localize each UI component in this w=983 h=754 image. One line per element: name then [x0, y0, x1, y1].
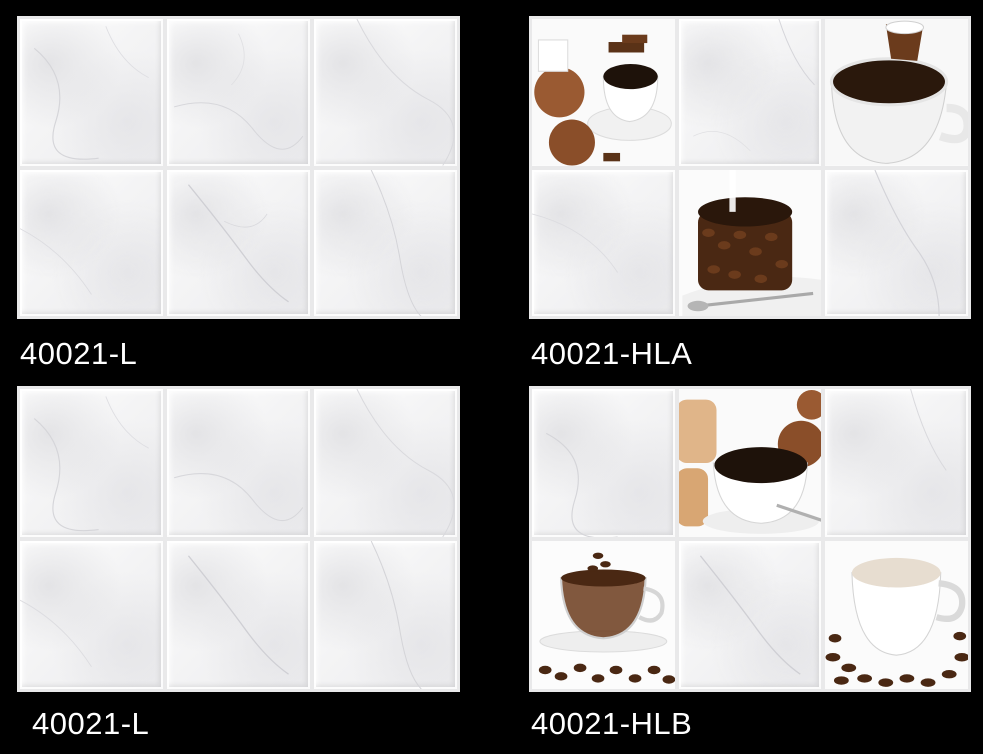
marble-tile [167, 19, 310, 166]
marble-tile [825, 169, 968, 316]
marble-tile [20, 389, 163, 537]
marble-tile [314, 19, 457, 166]
marble-tile [678, 541, 822, 689]
marble-tile [167, 169, 310, 316]
marble-tile [167, 389, 310, 537]
product-code-label: 40021-HLB [531, 706, 693, 741]
white-cup-beans-tile [825, 541, 968, 689]
marble-tile [532, 389, 675, 537]
white-cup-beans-icon [825, 541, 968, 689]
tile-panel-40021-l-top [17, 16, 460, 319]
marble-tile [20, 19, 163, 166]
glass-cup-beans-icon [532, 541, 675, 689]
product-code-label: 40021-HLA [531, 336, 693, 371]
marble-tile [167, 541, 310, 689]
marble-tile [314, 389, 457, 537]
tile-panel-40021-hla [529, 16, 971, 319]
tile-panel-40021-hlb [529, 386, 971, 692]
coffee-cup-spoon-tile [825, 19, 968, 166]
marble-tile [20, 169, 163, 316]
bean-cake-tile [678, 169, 822, 316]
marble-tile [314, 541, 457, 689]
bean-cake-icon [678, 169, 822, 316]
tile-panel-40021-l-bottom [17, 386, 460, 692]
marble-tile [825, 389, 968, 537]
bread-coffee-cup-tile [678, 389, 822, 537]
marble-tile [532, 169, 675, 316]
glass-cup-beans-tile [532, 541, 675, 689]
coffee-cup-spoon-icon [825, 19, 968, 166]
marble-tile [678, 19, 822, 166]
product-code-label: 40021-L [32, 706, 150, 741]
muffin-coffee-cup-tile [532, 19, 675, 166]
bread-coffee-cup-icon [678, 389, 822, 537]
marble-tile [20, 541, 163, 689]
marble-tile [314, 169, 457, 316]
muffin-coffee-cup-icon [532, 19, 675, 166]
product-code-label: 40021-L [20, 336, 138, 371]
